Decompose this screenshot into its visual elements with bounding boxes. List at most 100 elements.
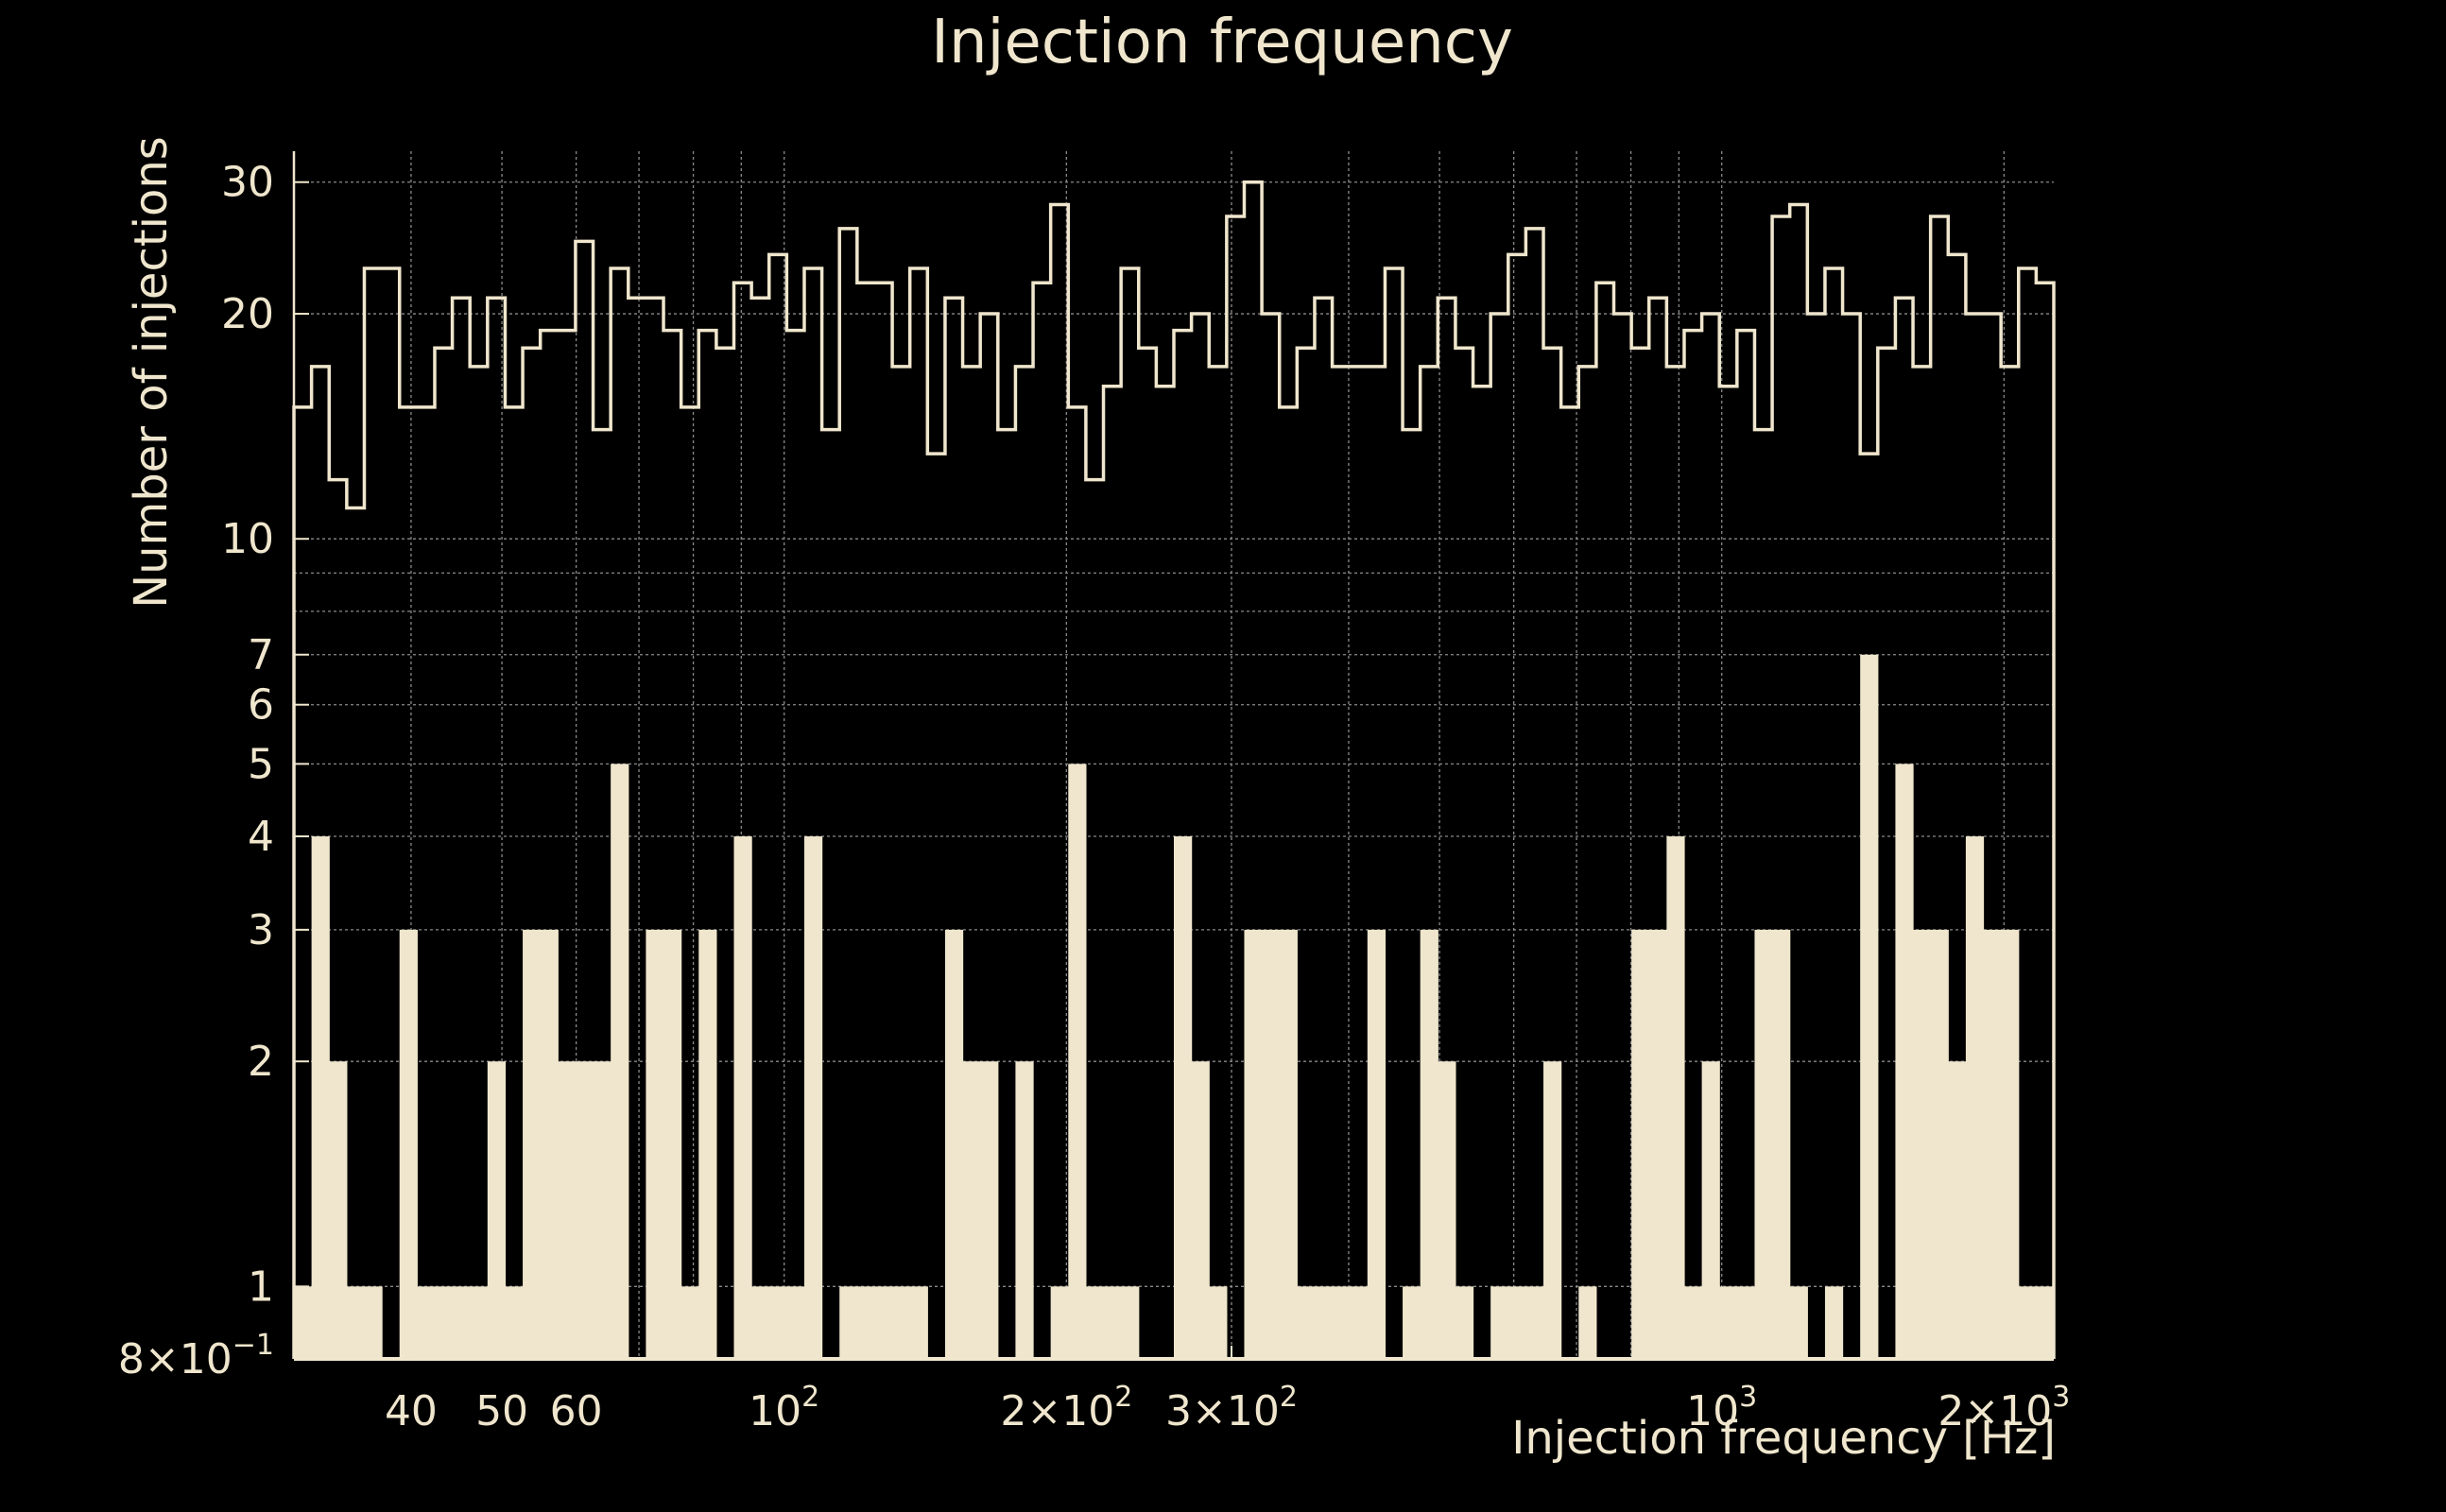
histogram-bar [1719,1286,1738,1359]
y-tick-label: 1 [248,1263,274,1311]
histogram-bar [1015,1061,1034,1359]
histogram-bar [1209,1286,1228,1359]
histogram-bar [1367,929,1387,1359]
axes [292,151,2054,1361]
all-injections-step-line [292,180,2056,1359]
histogram-bar [1701,1061,1720,1359]
y-tick-label: 20 [221,290,274,338]
histogram-bar [1244,929,1263,1359]
histogram-bar [1455,1286,1474,1359]
histogram-bar [768,1286,787,1359]
histogram-bar [962,1061,981,1359]
histogram-bar [1754,929,1773,1359]
histogram-bar [1948,1061,1967,1359]
histogram-bar [698,929,717,1359]
histogram-bar [1297,1286,1316,1359]
y-tick-label-base: 7 [248,631,274,679]
histogram-bar [663,929,682,1359]
y-tick-label-base: 20 [221,290,274,338]
histogram-bar [523,929,542,1359]
histogram-bar [2001,929,2020,1359]
histogram-bar [1789,1286,1808,1359]
x-tick-label-base: 10 [1686,1387,1739,1435]
y-tick-label-base: 4 [248,813,274,861]
histogram-bar [329,1061,348,1359]
x-tick-label-exponent: 2 [1280,1381,1298,1414]
y-tick-label: 7 [248,631,274,679]
x-tick-label-exponent: 3 [1739,1381,1757,1414]
y-tick-label-base: 2 [248,1038,274,1086]
x-tick-label-base: 40 [385,1387,438,1435]
histogram-bar [470,1286,489,1359]
histogram-bar [1824,1286,1844,1359]
x-tick-label-base: 2×10 [1938,1387,2052,1435]
histogram-bar [540,929,559,1359]
histogram-bar [1420,929,1438,1359]
histogram-bar [1860,654,1879,1359]
x-tick-label-base: 50 [475,1387,528,1435]
chart-title: Injection frequency [931,8,1513,77]
histogram-bar [593,1061,612,1359]
y-tick-label-base: 10 [221,515,274,563]
histogram-bar [611,764,629,1359]
histogram-bar [892,1286,911,1359]
x-tick-label-base: 60 [550,1387,603,1435]
histogram-bar [856,1286,876,1359]
histogram-bar [1438,1061,1456,1359]
histogram-bar [1050,1286,1069,1359]
y-tick-label: 4 [248,813,274,861]
histogram-bar [733,836,752,1359]
histogram-bar [575,1061,594,1359]
y-tick-label-base: 8×10 [118,1335,233,1383]
histogram-bar [646,929,664,1359]
histogram-bar [1262,929,1281,1359]
y-tick-label-base: 3 [248,906,274,954]
x-tick-label-exponent: 2 [1114,1381,1132,1414]
y-tick-labels: 30 20 10 76 5 4 3 2 1 8×10−1 [118,159,309,1383]
histogram-bar [1736,1286,1756,1359]
histogram-bar [1507,1286,1526,1359]
x-tick-label-base: 10 [749,1387,801,1435]
y-tick-label-base: 1 [248,1263,274,1311]
y-tick-label: 2 [248,1038,274,1086]
y-tick-label-base: 5 [248,740,274,788]
histogram-bar [1403,1286,1421,1359]
histogram-bar [1332,1286,1351,1359]
histogram-bar [1578,1286,1597,1359]
x-tick-label: 3×102 [1165,1381,1298,1435]
x-tick-label: 40 [385,1387,438,1435]
x-tick-label: 60 [550,1387,603,1435]
histogram-bar [311,836,330,1359]
histogram-bar [1279,929,1298,1359]
histogram-bar [1772,929,1791,1359]
x-tick-label-base: 2×10 [1000,1387,1114,1435]
histogram-bar [2036,1286,2055,1359]
histogram-bar [1913,929,1932,1359]
y-tick-label-base: 30 [221,159,274,207]
histogram-bar [1525,1286,1544,1359]
y-tick-label: 6 [248,681,274,730]
x-axis-label: Injection frequency [Hz] [1511,1412,2056,1465]
histogram-bar [2018,1286,2037,1359]
histogram-bar [1068,764,1087,1359]
histogram-bar [1930,929,1949,1359]
histogram-bar [909,1286,928,1359]
histogram-bar [1983,929,2002,1359]
histogram-bar [1666,836,1685,1359]
histogram-bar [1350,1286,1369,1359]
histogram-bar [364,1286,383,1359]
histogram-bar [839,1286,858,1359]
histogram-bar [434,1286,454,1359]
y-tick-label: 30 [221,159,274,207]
y-tick-label: 8×10−1 [118,1329,274,1383]
x-tick-label: 50 [475,1387,528,1435]
y-axis-label: Number of injections [125,136,178,609]
histogram-bar [452,1286,471,1359]
y-tick-label: 5 [248,740,274,788]
y-tick-label: 3 [248,906,274,954]
histogram-bar [1121,1286,1140,1359]
x-tick-label-exponent: 3 [2052,1381,2070,1414]
histogram-bar [1085,1286,1105,1359]
y-tick-label: 10 [221,515,274,563]
